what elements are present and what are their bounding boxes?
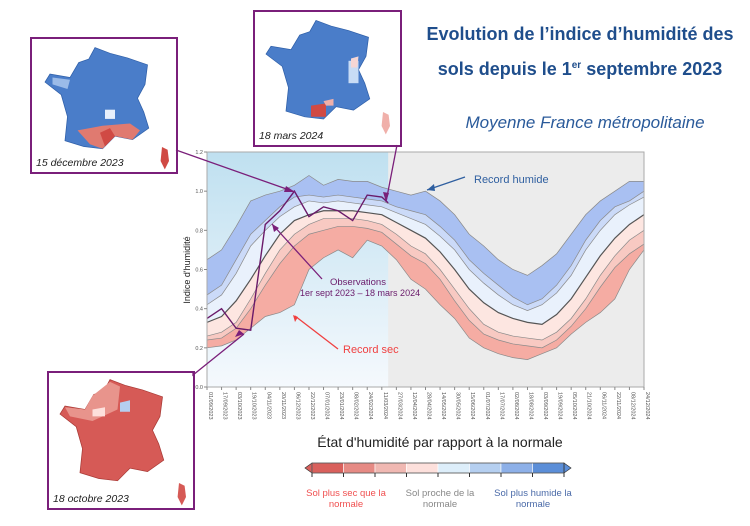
x-tick-label: 19/10/2023 bbox=[251, 392, 257, 420]
colorbar-segment bbox=[532, 462, 565, 474]
x-tick-label: 24/12/2024 bbox=[644, 392, 650, 420]
x-tick-label: 03/09/2024 bbox=[542, 392, 548, 420]
x-tick-label: 24/02/2024 bbox=[367, 392, 373, 420]
x-tick-label: 27/03/2024 bbox=[396, 392, 402, 420]
x-tick-label: 17/07/2024 bbox=[498, 392, 504, 420]
x-tick-label: 19/09/2024 bbox=[557, 392, 563, 420]
y-tick-label: 0.4 bbox=[195, 307, 203, 313]
title-line-1: Evolution de l’indice d’humidité des bbox=[426, 24, 734, 44]
colorbar-segment bbox=[311, 462, 344, 474]
line-q90 bbox=[206, 190, 645, 306]
map-caption: 15 décembre 2023 bbox=[36, 157, 124, 169]
page-title: Evolution de l’indice d’humidité des sol… bbox=[410, 18, 750, 85]
france-map-mar bbox=[265, 19, 390, 135]
legend-label-normal: Sol proche de la normale bbox=[405, 488, 475, 510]
x-tick-label: 06/12/2023 bbox=[294, 392, 300, 420]
x-tick-label: 08/02/2024 bbox=[353, 392, 359, 420]
x-tick-label: 07/01/2024 bbox=[324, 392, 330, 420]
x-tick-label: 15/06/2024 bbox=[469, 392, 475, 420]
map-caption: 18 octobre 2023 bbox=[53, 493, 129, 505]
colorbar-segment bbox=[406, 462, 439, 474]
legend-label-wet: Sol plus humide la normale bbox=[494, 488, 572, 510]
map-18-mars-2024: 18 mars 2024 bbox=[253, 10, 402, 147]
y-axis-label: Indice d'humidité bbox=[182, 236, 192, 303]
annotation-record-humide: Record humide bbox=[474, 174, 549, 186]
x-tick-label: 01/09/2023 bbox=[207, 392, 213, 420]
colorbar-segment bbox=[469, 462, 502, 474]
colorbar-segment bbox=[374, 462, 407, 474]
x-tick-label: 02/08/2024 bbox=[513, 392, 519, 420]
france-map-dec bbox=[44, 46, 169, 170]
line-q75 bbox=[206, 196, 645, 312]
annotation-observations: Observations bbox=[330, 277, 386, 288]
legend-colorbar bbox=[304, 462, 572, 477]
map-15-decembre-2023: 15 décembre 2023 bbox=[30, 37, 178, 174]
annotation-observations-dates: 1er sept 2023 – 18 mars 2024 bbox=[300, 288, 420, 298]
france-map-oct bbox=[59, 378, 186, 506]
humidity-chart: 0.0 0.2 0.4 0.6 0.8 1.0 1.2 01/09/2023 17/09/202… bbox=[182, 150, 650, 420]
map-caption: 18 mars 2024 bbox=[259, 130, 324, 142]
legend-label-dry: Sol plus sec que la normale bbox=[306, 488, 386, 510]
x-tick-label: 21/10/2024 bbox=[586, 392, 592, 420]
colorbar-segment bbox=[343, 462, 376, 474]
x-tick-label: 05/10/2024 bbox=[571, 392, 577, 420]
annotation-record-sec: Record sec bbox=[343, 344, 399, 356]
x-tick-label: 08/12/2024 bbox=[629, 392, 635, 420]
line-record_sec bbox=[206, 239, 645, 360]
colorbar-segment bbox=[437, 462, 470, 474]
legend-title: État d'humidité par rapport à la normale bbox=[317, 434, 563, 450]
x-tick-label: 30/05/2024 bbox=[455, 392, 461, 420]
axes: 0.0 0.2 0.4 0.6 0.8 1.0 1.2 01/09/2023 17/09/202… bbox=[195, 150, 650, 420]
x-tick-label: 22/12/2023 bbox=[309, 392, 315, 420]
x-tick-label: 04/11/2023 bbox=[265, 392, 271, 419]
y-tick-label: 0.8 bbox=[195, 228, 203, 234]
x-tick-label: 23/01/2024 bbox=[338, 392, 344, 420]
x-tick-label: 01/07/2024 bbox=[484, 392, 490, 420]
x-tick-label: 20/11/2023 bbox=[280, 392, 286, 419]
y-tick-label: 1.0 bbox=[195, 189, 203, 195]
y-tick-label: 0.6 bbox=[195, 268, 203, 274]
colorbar-arrow-right bbox=[563, 462, 572, 474]
colorbar-segment bbox=[500, 462, 533, 474]
x-tick-label: 12/04/2024 bbox=[411, 392, 417, 420]
band-record_humide-q90 bbox=[207, 175, 644, 305]
x-tick-label: 22/11/2024 bbox=[615, 392, 621, 419]
map-18-octobre-2023: 18 octobre 2023 bbox=[47, 371, 195, 510]
x-tick-label: 11/03/2024 bbox=[382, 392, 388, 419]
x-tick-label: 18/08/2024 bbox=[527, 392, 533, 420]
line-observations bbox=[206, 189, 389, 331]
y-tick-label: 0.0 bbox=[195, 385, 203, 391]
x-tick-label: 06/11/2024 bbox=[600, 392, 606, 419]
title-line-2: sols depuis le 1er septembre 2023 bbox=[437, 59, 723, 79]
y-tick-label: 0.2 bbox=[195, 346, 203, 352]
x-tick-label: 17/09/2023 bbox=[222, 392, 228, 420]
colorbar-arrow-left bbox=[304, 462, 313, 474]
x-tick-label: 14/05/2024 bbox=[440, 392, 446, 420]
subtitle: Moyenne France métropolitaine bbox=[465, 113, 705, 132]
x-tick-label: 28/04/2024 bbox=[426, 392, 432, 420]
y-tick-label: 1.2 bbox=[195, 150, 203, 156]
x-tick-label: 03/10/2023 bbox=[236, 392, 242, 420]
